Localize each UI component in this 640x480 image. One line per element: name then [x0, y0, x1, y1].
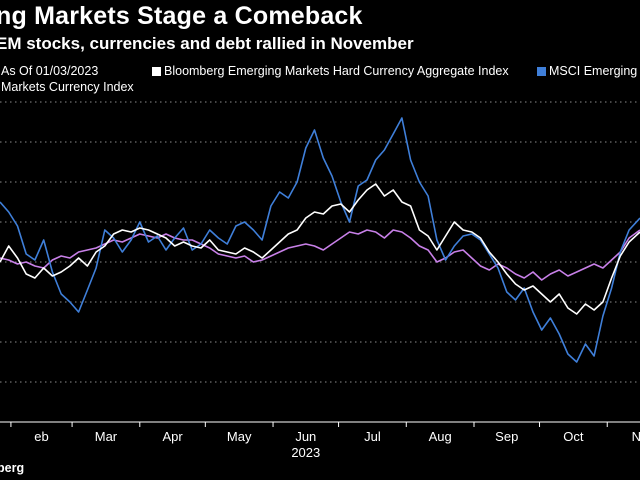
- legend-item-msci: MSCI Emerging M: [537, 64, 640, 78]
- x-tick-label: May: [227, 429, 252, 444]
- series-line-0: [0, 183, 640, 315]
- x-tick-label: Apr: [162, 429, 183, 444]
- chart-subtitle: EM stocks, currencies and debt rallied i…: [0, 34, 414, 53]
- x-tick-label: Sep: [495, 429, 518, 444]
- x-tick-label: Jul: [364, 429, 381, 444]
- x-tick-label: Aug: [429, 429, 452, 444]
- x-axis-year-label: 2023: [291, 445, 320, 458]
- legend-item-currency: Markets Currency Index: [1, 80, 134, 94]
- legend: As Of 01/03/2023 Bloomberg Emerging Mark…: [0, 64, 640, 96]
- chart-title: ng Markets Stage a Comeback: [0, 2, 363, 30]
- series-line-1: [0, 117, 640, 363]
- x-tick-label: Nov: [632, 429, 640, 444]
- x-tick-label: eb: [34, 429, 48, 444]
- x-tick-label: Jun: [295, 429, 316, 444]
- x-axis: eb Mar Apr May Jun Jul Aug Sep Oct Nov 2023: [0, 421, 640, 458]
- chart-lines: [0, 117, 640, 363]
- series-line-2: [0, 229, 640, 281]
- legend-date: As Of 01/03/2023: [1, 64, 99, 78]
- legend-item-hard-currency: Bloomberg Emerging Markets Hard Currency…: [152, 64, 509, 78]
- legend-label-msci: MSCI Emerging M: [549, 64, 640, 78]
- source-label: berg: [0, 461, 25, 475]
- x-tick-label: Mar: [95, 429, 118, 444]
- legend-swatch-blue: [537, 67, 546, 76]
- line-chart: eb Mar Apr May Jun Jul Aug Sep Oct Nov 2023: [0, 101, 640, 458]
- legend-swatch-white: [152, 67, 161, 76]
- x-tick-label: Oct: [563, 429, 584, 444]
- legend-label-hard-currency: Bloomberg Emerging Markets Hard Currency…: [164, 64, 509, 78]
- legend-label-currency: Markets Currency Index: [1, 80, 134, 94]
